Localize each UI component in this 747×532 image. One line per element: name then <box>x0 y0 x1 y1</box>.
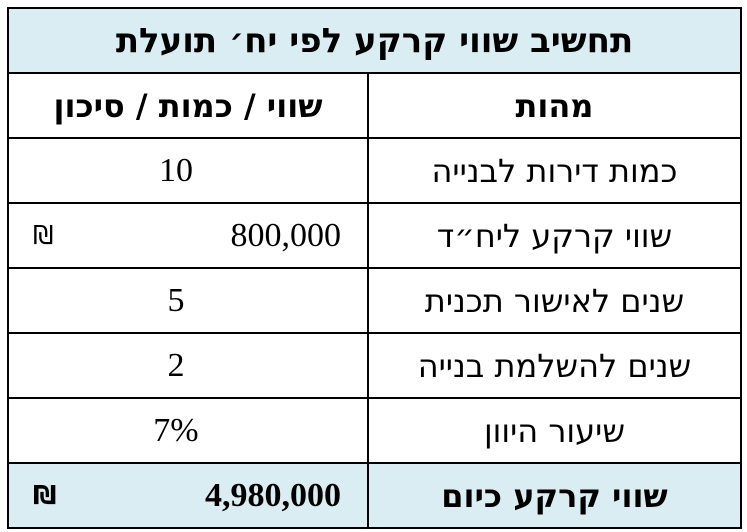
table-row: שווי קרקע ליח״ד ₪ 800,000 <box>7 202 743 269</box>
total-value-cell: ₪ 4,980,000 <box>7 462 369 529</box>
row-value-cell: 2 <box>7 332 369 399</box>
land-value-table: תחשיב שווי קרקע לפי יח׳ תועלת מהות שווי … <box>7 7 743 529</box>
row-value: 2 <box>167 346 185 384</box>
total-value: 4,980,000 <box>204 476 341 514</box>
row-value-cell: 5 <box>7 267 369 334</box>
row-value: 5 <box>167 281 185 319</box>
table-row: שיעור היוון 7% <box>7 397 743 464</box>
row-value: 7% <box>153 411 199 449</box>
total-row: שווי קרקע כיום ₪ 4,980,000 <box>7 462 743 529</box>
table-title: תחשיב שווי קרקע לפי יח׳ תועלת <box>7 7 742 74</box>
table-row: שנים לאישור תכנית 5 <box>7 267 743 334</box>
row-value: 800,000 <box>230 216 341 254</box>
row-label: שווי קרקע ליח״ד <box>366 202 743 269</box>
row-value-cell: 7% <box>7 397 369 464</box>
shekel-icon: ₪ <box>33 480 57 511</box>
total-label: שווי קרקע כיום <box>366 462 743 529</box>
header-label: מהות <box>366 72 743 139</box>
row-label: שנים להשלמת בנייה <box>366 332 743 399</box>
row-value-cell: ₪ 800,000 <box>7 202 369 269</box>
shekel-icon: ₪ <box>33 220 54 251</box>
row-value: 10 <box>158 151 193 189</box>
row-label: שיעור היוון <box>366 397 743 464</box>
row-value-cell: 10 <box>7 137 369 204</box>
table-row: כמות דירות לבנייה 10 <box>7 137 743 204</box>
title-row: תחשיב שווי קרקע לפי יח׳ תועלת <box>7 7 742 74</box>
header-value: שווי / כמות / סיכון <box>7 72 369 139</box>
table-row: שנים להשלמת בנייה 2 <box>7 332 743 399</box>
row-label: שנים לאישור תכנית <box>366 267 743 334</box>
row-label: כמות דירות לבנייה <box>366 137 743 204</box>
column-headers: מהות שווי / כמות / סיכון <box>7 72 743 139</box>
